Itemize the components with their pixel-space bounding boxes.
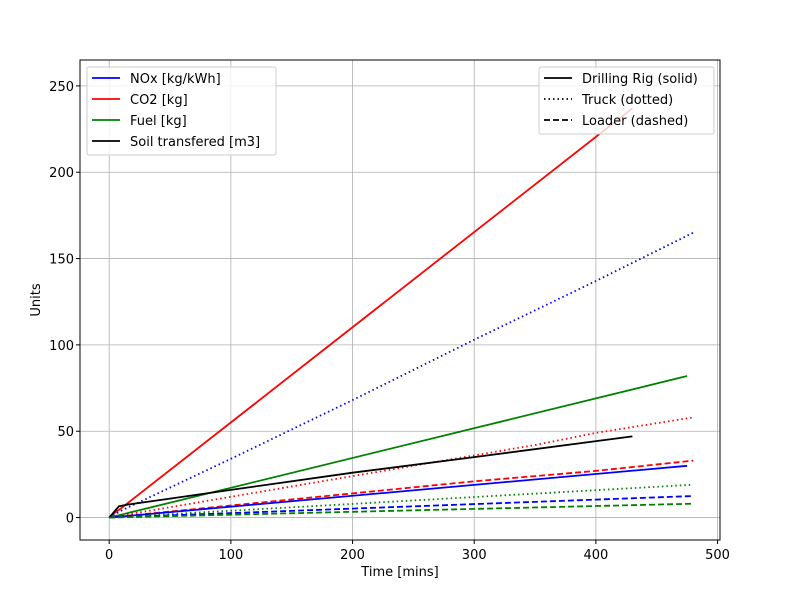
series-line-7-solid [109, 464, 688, 519]
x-tick-label: 200 [340, 548, 365, 563]
x-tick-label: 100 [218, 548, 243, 563]
series-line-5-solid [108, 435, 633, 519]
y-tick-label: 250 [49, 80, 74, 95]
y-tick-label: 100 [49, 339, 74, 354]
x-tick-label: 0 [105, 548, 113, 563]
series-line-2-dotted [108, 231, 694, 519]
x-axis-label: Time [mins] [360, 565, 438, 580]
legend-label: Truck (dotted) [581, 93, 673, 108]
y-tick-label: 0 [66, 512, 74, 527]
series-line-1-solid [108, 107, 633, 519]
series-line-9-dashed [109, 495, 694, 519]
x-tick-label: 400 [583, 548, 608, 563]
legend-box-top-right [538, 66, 715, 135]
legend-label: CO2 [kg] [130, 93, 188, 108]
ticks: 0 100 200 300 400 500 0 50 100 150 200 250 [49, 80, 730, 563]
legend-box-top-left [86, 66, 277, 156]
legend-label: NOx [kg/kWh] [130, 72, 221, 87]
y-tick-label: 150 [49, 253, 74, 268]
legend-label: Loader (dashed) [582, 114, 688, 129]
series-line-8-dotted [109, 483, 694, 519]
y-tick-label: 200 [49, 166, 74, 181]
legend-label: Soil transfered [m3] [130, 135, 260, 150]
series-line-6-dashed [109, 459, 694, 519]
x-tick-label: 300 [462, 548, 487, 563]
series-line-3-solid [108, 375, 688, 519]
series-layer [108, 107, 694, 519]
legend-label: Fuel [kg] [130, 114, 187, 129]
y-axis-label: Units [29, 283, 44, 316]
x-tick-label: 500 [705, 548, 730, 563]
legend-label: Drilling Rig (solid) [582, 72, 698, 87]
plot-frame [79, 59, 721, 541]
y-tick-label: 50 [57, 425, 74, 440]
legends: NOx [kg/kWh] CO2 [kg] Fuel [kg] Soil transf… [86, 66, 715, 156]
series-line-10-dashed [109, 502, 694, 519]
series-line-4-dotted [109, 416, 694, 519]
